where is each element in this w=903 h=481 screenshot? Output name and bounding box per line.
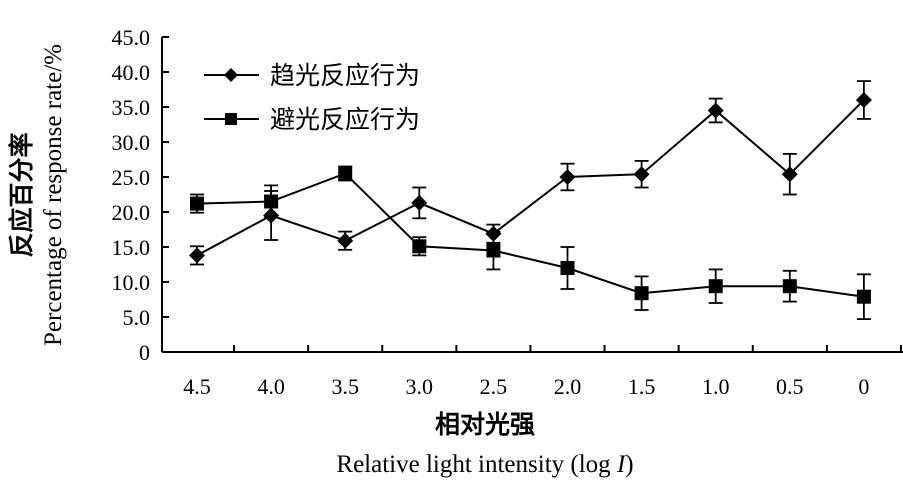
- y-tick-label: 30.0: [112, 130, 151, 155]
- x-tick-label: 0.5: [776, 374, 804, 399]
- legend-item-phototaxis: 趋光反应行为: [204, 61, 420, 90]
- x-tick-label: 3.0: [406, 374, 434, 399]
- y-axis-title-en: Percentage of response rate/%: [40, 44, 67, 346]
- y-tick-label: 15.0: [112, 235, 151, 260]
- x-tick-label: 2.5: [480, 374, 508, 399]
- y-tick-label: 20.0: [112, 200, 151, 225]
- x-axis-title-en: Relative light intensity (log I): [336, 451, 633, 478]
- x-axis-title-en-suffix: ): [625, 451, 633, 478]
- data-point-diamond: [633, 166, 650, 183]
- legend-label-phototaxis: 趋光反应行为: [270, 61, 420, 90]
- data-point-diamond: [855, 92, 872, 108]
- legend: 趋光反应行为 避光反应行为: [204, 61, 420, 134]
- y-tick-label: 25.0: [112, 165, 151, 190]
- y-axis-title-cn: 反应百分率: [7, 132, 36, 257]
- legend-marker-diamond: [224, 68, 238, 82]
- x-axis-title-en-prefix: Relative light intensity (log: [336, 451, 617, 478]
- data-point-square: [782, 279, 797, 294]
- data-point-square: [412, 239, 427, 254]
- axes: [161, 37, 903, 353]
- data-point-square: [634, 286, 649, 301]
- x-tick-label: 4.5: [183, 374, 211, 399]
- data-point-diamond: [411, 194, 428, 211]
- x-tick-label: 3.5: [331, 374, 359, 399]
- y-tick-label: 40.0: [112, 60, 151, 85]
- data-point-diamond: [337, 232, 354, 249]
- data-point-square: [708, 279, 723, 294]
- x-axis-title-cn: 相对光强: [435, 410, 535, 439]
- x-tick-label: 1.5: [628, 374, 656, 399]
- series-phototaxis: [189, 80, 872, 266]
- data-point-square: [264, 194, 279, 209]
- data-point-diamond: [189, 247, 205, 264]
- legend-item-photophobia: 避光反应行为: [204, 105, 420, 134]
- x-tick-label: 2.0: [554, 374, 582, 399]
- y-ticks: 0 5.0 10.0 15.0 20.0 25.0 30.0 35.0 40.0 45.0: [112, 25, 169, 365]
- x-ticks: 4.5 4.0 3.5 3.0 2.5 2.0 1.5 1.0 0.5 0: [183, 345, 902, 399]
- x-axis-title: 相对光强 Relative light intensity (log I): [336, 410, 633, 478]
- data-point-square: [190, 196, 204, 211]
- y-tick-label: 10.0: [112, 270, 151, 295]
- series-layer: [189, 80, 872, 321]
- y-tick-label: 0: [139, 340, 150, 365]
- data-point-square: [560, 261, 575, 275]
- data-point-diamond: [707, 102, 724, 119]
- data-point-square: [856, 289, 871, 304]
- series-photophobia: [190, 165, 871, 321]
- x-tick-label: 4.0: [257, 374, 285, 399]
- series-line: [196, 172, 865, 298]
- x-tick-label: 0: [858, 374, 869, 399]
- y-tick-label: 35.0: [112, 95, 151, 120]
- data-point-square: [338, 166, 353, 181]
- legend-label-photophobia: 避光反应行为: [270, 105, 420, 134]
- data-point-diamond: [781, 166, 798, 183]
- legend-marker-square: [225, 113, 237, 125]
- data-point-square: [486, 243, 501, 258]
- series-line: [196, 99, 865, 257]
- x-axis-title-en-var: I: [616, 451, 627, 478]
- y-tick-label: 5.0: [123, 305, 151, 330]
- x-tick-label: 1.0: [702, 374, 730, 399]
- y-axis-title: 反应百分率 Percentage of response rate/%: [7, 44, 67, 346]
- data-point-diamond: [559, 169, 576, 185]
- y-tick-label: 45.0: [112, 25, 151, 50]
